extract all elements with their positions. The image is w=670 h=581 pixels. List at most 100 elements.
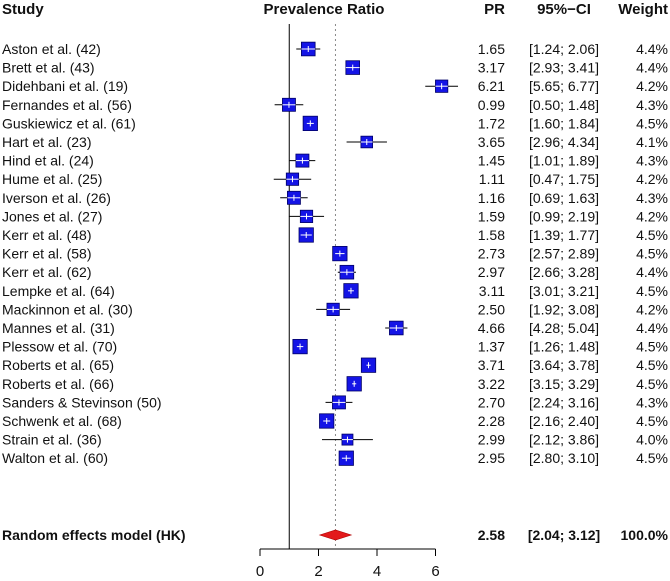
weight-value: 4.5% xyxy=(636,227,668,243)
pr-value: 2.97 xyxy=(478,264,505,280)
x-tick-label: 6 xyxy=(431,563,439,580)
weight-value: 4.5% xyxy=(636,283,668,299)
study-label: Lempke et al. (64) xyxy=(2,283,115,299)
pr-value: 1.45 xyxy=(478,153,505,169)
ci-value: [1.24; 2.06] xyxy=(529,41,599,57)
study-label: Fernandes et al. (56) xyxy=(2,97,132,113)
study-label: Sanders & Stevinson (50) xyxy=(2,394,162,410)
weight-value: 4.5% xyxy=(636,413,668,429)
study-row: Kerr et al. (48) 1.58 [1.39; 1.77] 4.5% xyxy=(2,227,668,243)
ci-value: [3.64; 3.78] xyxy=(529,357,599,373)
study-row: Mackinnon et al. (30) 2.50 [1.92; 3.08] 4.2… xyxy=(2,301,668,317)
study-label: Walton et al. (60) xyxy=(2,450,108,466)
ci-value: [3.15; 3.29] xyxy=(529,376,599,392)
study-label: Hart et al. (23) xyxy=(2,134,91,150)
ci-value: [2.16; 2.40] xyxy=(529,413,599,429)
study-row: Jones et al. (27) 1.59 [0.99; 2.19] 4.2% xyxy=(2,208,668,224)
ci-value: [1.92; 3.08] xyxy=(529,301,599,317)
pr-value: 3.17 xyxy=(478,60,505,76)
summary-diamond xyxy=(318,529,353,541)
ci-value: [2.12; 3.86] xyxy=(529,432,599,448)
pr-value: 1.72 xyxy=(478,115,505,131)
weight-value: 4.2% xyxy=(636,301,668,317)
weight-value: 4.4% xyxy=(636,60,668,76)
weight-value: 4.5% xyxy=(636,450,668,466)
study-row: Lempke et al. (64) 3.11 [3.01; 3.21] 4.5% xyxy=(2,283,668,299)
pr-value: 2.99 xyxy=(478,432,505,448)
pr-value: 6.21 xyxy=(478,78,505,94)
study-row: Roberts et al. (65) 3.71 [3.64; 3.78] 4.5% xyxy=(2,357,668,373)
study-label: Brett et al. (43) xyxy=(2,60,95,76)
study-row: Sanders & Stevinson (50) 2.70 [2.24; 3.16]… xyxy=(2,394,668,410)
pr-value: 2.50 xyxy=(478,301,505,317)
study-row: Hume et al. (25) 1.11 [0.47; 1.75] 4.2% xyxy=(2,171,668,187)
study-row: Iverson et al. (26) 1.16 [0.69; 1.63] 4.3% xyxy=(2,190,668,206)
summary-ci-value: [2.04; 3.12] xyxy=(528,527,600,543)
weight-value: 4.1% xyxy=(636,134,668,150)
study-label: Schwenk et al. (68) xyxy=(2,413,122,429)
study-label: Roberts et al. (66) xyxy=(2,376,114,392)
ci-value: [2.57; 2.89] xyxy=(529,246,599,262)
study-label: Didehbani et al. (19) xyxy=(2,78,128,94)
ci-value: [0.47; 1.75] xyxy=(529,171,599,187)
pr-value: 1.58 xyxy=(478,227,505,243)
study-row: Fernandes et al. (56) 0.99 [0.50; 1.48] 4.3… xyxy=(2,97,668,113)
study-row: Guskiewicz et al. (61) 1.72 [1.60; 1.84] 4.… xyxy=(2,115,668,131)
pr-value: 1.16 xyxy=(478,190,505,206)
study-row: Strain et al. (36) 2.99 [2.12; 3.86] 4.0% xyxy=(2,432,668,448)
study-label: Mackinnon et al. (30) xyxy=(2,301,133,317)
x-tick-label: 4 xyxy=(373,563,381,580)
pr-value: 3.65 xyxy=(478,134,505,150)
header-prevalence-ratio: Prevalence Ratio xyxy=(264,1,385,18)
pr-value: 4.66 xyxy=(478,320,505,336)
weight-value: 4.3% xyxy=(636,394,668,410)
study-label: Roberts et al. (65) xyxy=(2,357,114,373)
ci-value: [2.96; 4.34] xyxy=(529,134,599,150)
pr-value: 1.65 xyxy=(478,41,505,57)
ci-value: [1.39; 1.77] xyxy=(529,227,599,243)
weight-value: 4.5% xyxy=(636,357,668,373)
study-label: Kerr et al. (62) xyxy=(2,264,91,280)
weight-value: 4.5% xyxy=(636,246,668,262)
summary-row: Random effects model (HK) 2.58 [2.04; 3.12… xyxy=(2,527,669,543)
study-row: Hart et al. (23) 3.65 [2.96; 4.34] 4.1% xyxy=(2,134,668,150)
study-row: Didehbani et al. (19) 6.21 [5.65; 6.77] 4.2… xyxy=(2,78,668,94)
summary-weight-value: 100.0% xyxy=(621,527,669,543)
study-label: Plessow et al. (70) xyxy=(2,339,117,355)
ci-value: [2.93; 3.41] xyxy=(529,60,599,76)
weight-value: 4.5% xyxy=(636,376,668,392)
header-study: Study xyxy=(2,1,44,18)
ci-value: [2.24; 3.16] xyxy=(529,394,599,410)
study-row: Brett et al. (43) 3.17 [2.93; 3.41] 4.4% xyxy=(2,60,668,76)
study-row: Walton et al. (60) 2.95 [2.80; 3.10] 4.5% xyxy=(2,450,668,466)
ci-value: [0.69; 1.63] xyxy=(529,190,599,206)
pr-value: 2.70 xyxy=(478,394,505,410)
ci-value: [1.26; 1.48] xyxy=(529,339,599,355)
study-row: Aston et al. (42) 1.65 [1.24; 2.06] 4.4% xyxy=(2,41,668,57)
summary-pr-value: 2.58 xyxy=(478,527,505,543)
study-label: Guskiewicz et al. (61) xyxy=(2,115,136,131)
study-row: Kerr et al. (58) 2.73 [2.57; 2.89] 4.5% xyxy=(2,246,668,262)
summary-label: Random effects model (HK) xyxy=(2,527,186,543)
study-row: Roberts et al. (66) 3.22 [3.15; 3.29] 4.5% xyxy=(2,376,668,392)
pr-value: 2.95 xyxy=(478,450,505,466)
pr-value: 3.11 xyxy=(479,283,505,299)
study-label: Kerr et al. (48) xyxy=(2,227,91,243)
pr-value: 3.71 xyxy=(478,357,505,373)
study-label: Iverson et al. (26) xyxy=(2,190,111,206)
study-row: Mannes et al. (31) 4.66 [4.28; 5.04] 4.4% xyxy=(2,320,668,336)
study-label: Kerr et al. (58) xyxy=(2,246,91,262)
reference-lines xyxy=(288,24,336,549)
weight-value: 4.4% xyxy=(636,41,668,57)
study-rows: Aston et al. (42) 1.65 [1.24; 2.06] 4.4%Bre… xyxy=(2,41,668,466)
header-weight: Weight xyxy=(618,1,668,18)
weight-value: 4.4% xyxy=(636,320,668,336)
pr-value: 3.22 xyxy=(478,376,505,392)
ci-value: [1.60; 1.84] xyxy=(529,115,599,131)
pr-value: 2.28 xyxy=(478,413,505,429)
pr-value: 0.99 xyxy=(478,97,505,113)
weight-value: 4.2% xyxy=(636,78,668,94)
ci-value: [0.99; 2.19] xyxy=(529,208,599,224)
weight-value: 4.0% xyxy=(636,432,668,448)
